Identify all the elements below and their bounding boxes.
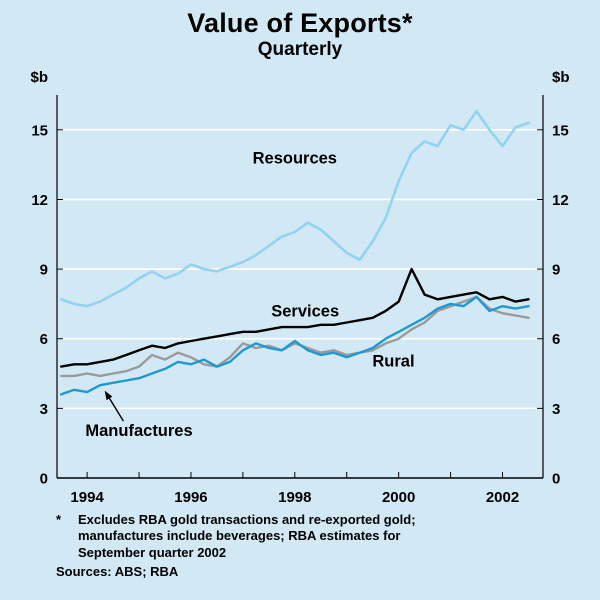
- series-line-services: [60, 267, 530, 368]
- footnote-row: * Excludes RBA gold transactions and re-…: [56, 512, 572, 561]
- y-tick-label-left: 3: [40, 401, 48, 418]
- y-tick-label-left: 15: [31, 122, 48, 139]
- y-tick-label-left: 12: [31, 192, 48, 209]
- x-tick-label: 1998: [278, 489, 311, 506]
- x-tick-label: 1994: [70, 489, 104, 506]
- manufactures-arrow: [104, 390, 125, 422]
- chart-plot-area: 0 0 3 3 6 6 9 9 12 12 15 15 $b $b 1994 1996 1998 2000 2002…: [30, 69, 570, 506]
- y-tick-label-right: 6: [552, 331, 560, 348]
- y-tick-label-left: 9: [40, 261, 48, 278]
- series-label-rural: Rural: [372, 352, 414, 370]
- y-tick-label-right: 3: [552, 401, 560, 418]
- footnote-text: Excludes RBA gold transactions and re-ex…: [78, 512, 416, 561]
- series-label-resources: Resources: [253, 149, 337, 167]
- chart-title: Value of Exports*: [187, 8, 413, 38]
- y-tick-label-right: 15: [552, 122, 569, 139]
- sources-line: Sources: ABS; RBA: [56, 563, 179, 579]
- x-tick-label: 1996: [174, 489, 207, 506]
- y-tick-label-right: 0: [552, 470, 560, 487]
- series-line-manufactures: [60, 295, 530, 396]
- footnote-line-3: September quarter 2002: [78, 544, 227, 560]
- footnote-line-2: manufactures include beverages; RBA esti…: [78, 528, 401, 544]
- chart-page: Value of Exports* Quarterly 0 0 3 3 6 6 9 9 12 12…: [0, 8, 600, 581]
- y-tick-label-right: 9: [552, 261, 560, 278]
- chart-footnotes: * Excludes RBA gold transactions and re-…: [0, 510, 600, 581]
- series-label-manufactures: Manufactures: [85, 422, 192, 440]
- y-tick-label-left: 0: [40, 470, 48, 487]
- footnote-line-1: Excludes RBA gold transactions and re-ex…: [78, 511, 416, 527]
- series-label-services: Services: [271, 303, 339, 321]
- y-unit-right: $b: [552, 69, 570, 86]
- y-tick-label-right: 12: [552, 192, 569, 209]
- y-unit-left: $b: [30, 69, 48, 86]
- chart-subtitle: Quarterly: [257, 39, 343, 61]
- x-tick-label: 2002: [486, 489, 519, 506]
- footnote-marker: *: [56, 511, 62, 527]
- x-tick-label: 2000: [382, 489, 415, 506]
- series-line-rural: [60, 295, 530, 377]
- y-tick-label-left: 6: [40, 331, 48, 348]
- series-line-resources: [59, 109, 530, 308]
